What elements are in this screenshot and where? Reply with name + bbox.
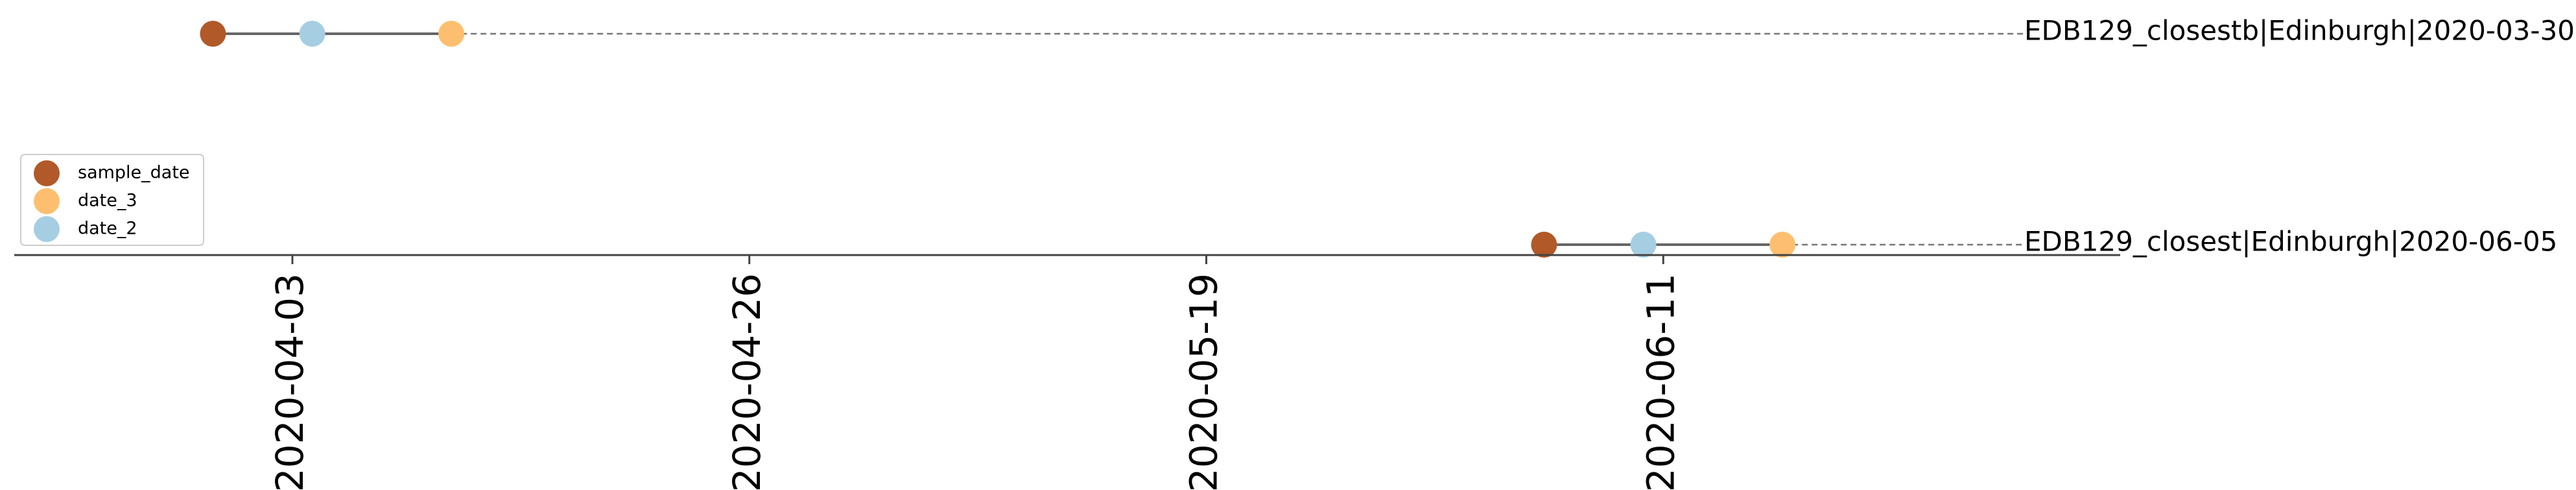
- x-tick-label: 2020-05-19: [1182, 273, 1226, 490]
- legend-label: date_3: [78, 191, 137, 211]
- legend-marker: [34, 160, 60, 186]
- x-axis: 2020-04-03 2020-04-26 2020-05-19 2020-06-11: [14, 254, 2120, 490]
- point-date-3: [438, 21, 465, 47]
- point-date-3: [1769, 232, 1796, 258]
- legend-marker: [34, 216, 60, 242]
- x-tick-label: 2020-04-03: [268, 273, 312, 490]
- rows-layer: EDB129_closestb|Edinburgh|2020-03-30 EDB1…: [200, 15, 2575, 258]
- timeline-row: EDB129_closest|Edinburgh|2020-06-05: [1531, 226, 2557, 258]
- row-label: EDB129_closest|Edinburgh|2020-06-05: [2024, 226, 2557, 258]
- timeline-row: EDB129_closestb|Edinburgh|2020-03-30: [200, 15, 2575, 47]
- point-sample-date: [1531, 232, 1557, 258]
- x-tick-label: 2020-04-26: [725, 273, 769, 490]
- legend-label: sample_date: [78, 163, 190, 183]
- legend: sample_date date_3 date_2: [20, 154, 204, 246]
- row-label: EDB129_closestb|Edinburgh|2020-03-30: [2024, 15, 2575, 47]
- legend-box: [20, 154, 204, 246]
- point-date-2: [299, 21, 325, 47]
- legend-marker: [34, 188, 60, 214]
- point-date-2: [1630, 232, 1657, 258]
- legend-label: date_2: [78, 219, 137, 239]
- point-sample-date: [200, 21, 226, 47]
- x-tick-label: 2020-06-11: [1638, 273, 1683, 490]
